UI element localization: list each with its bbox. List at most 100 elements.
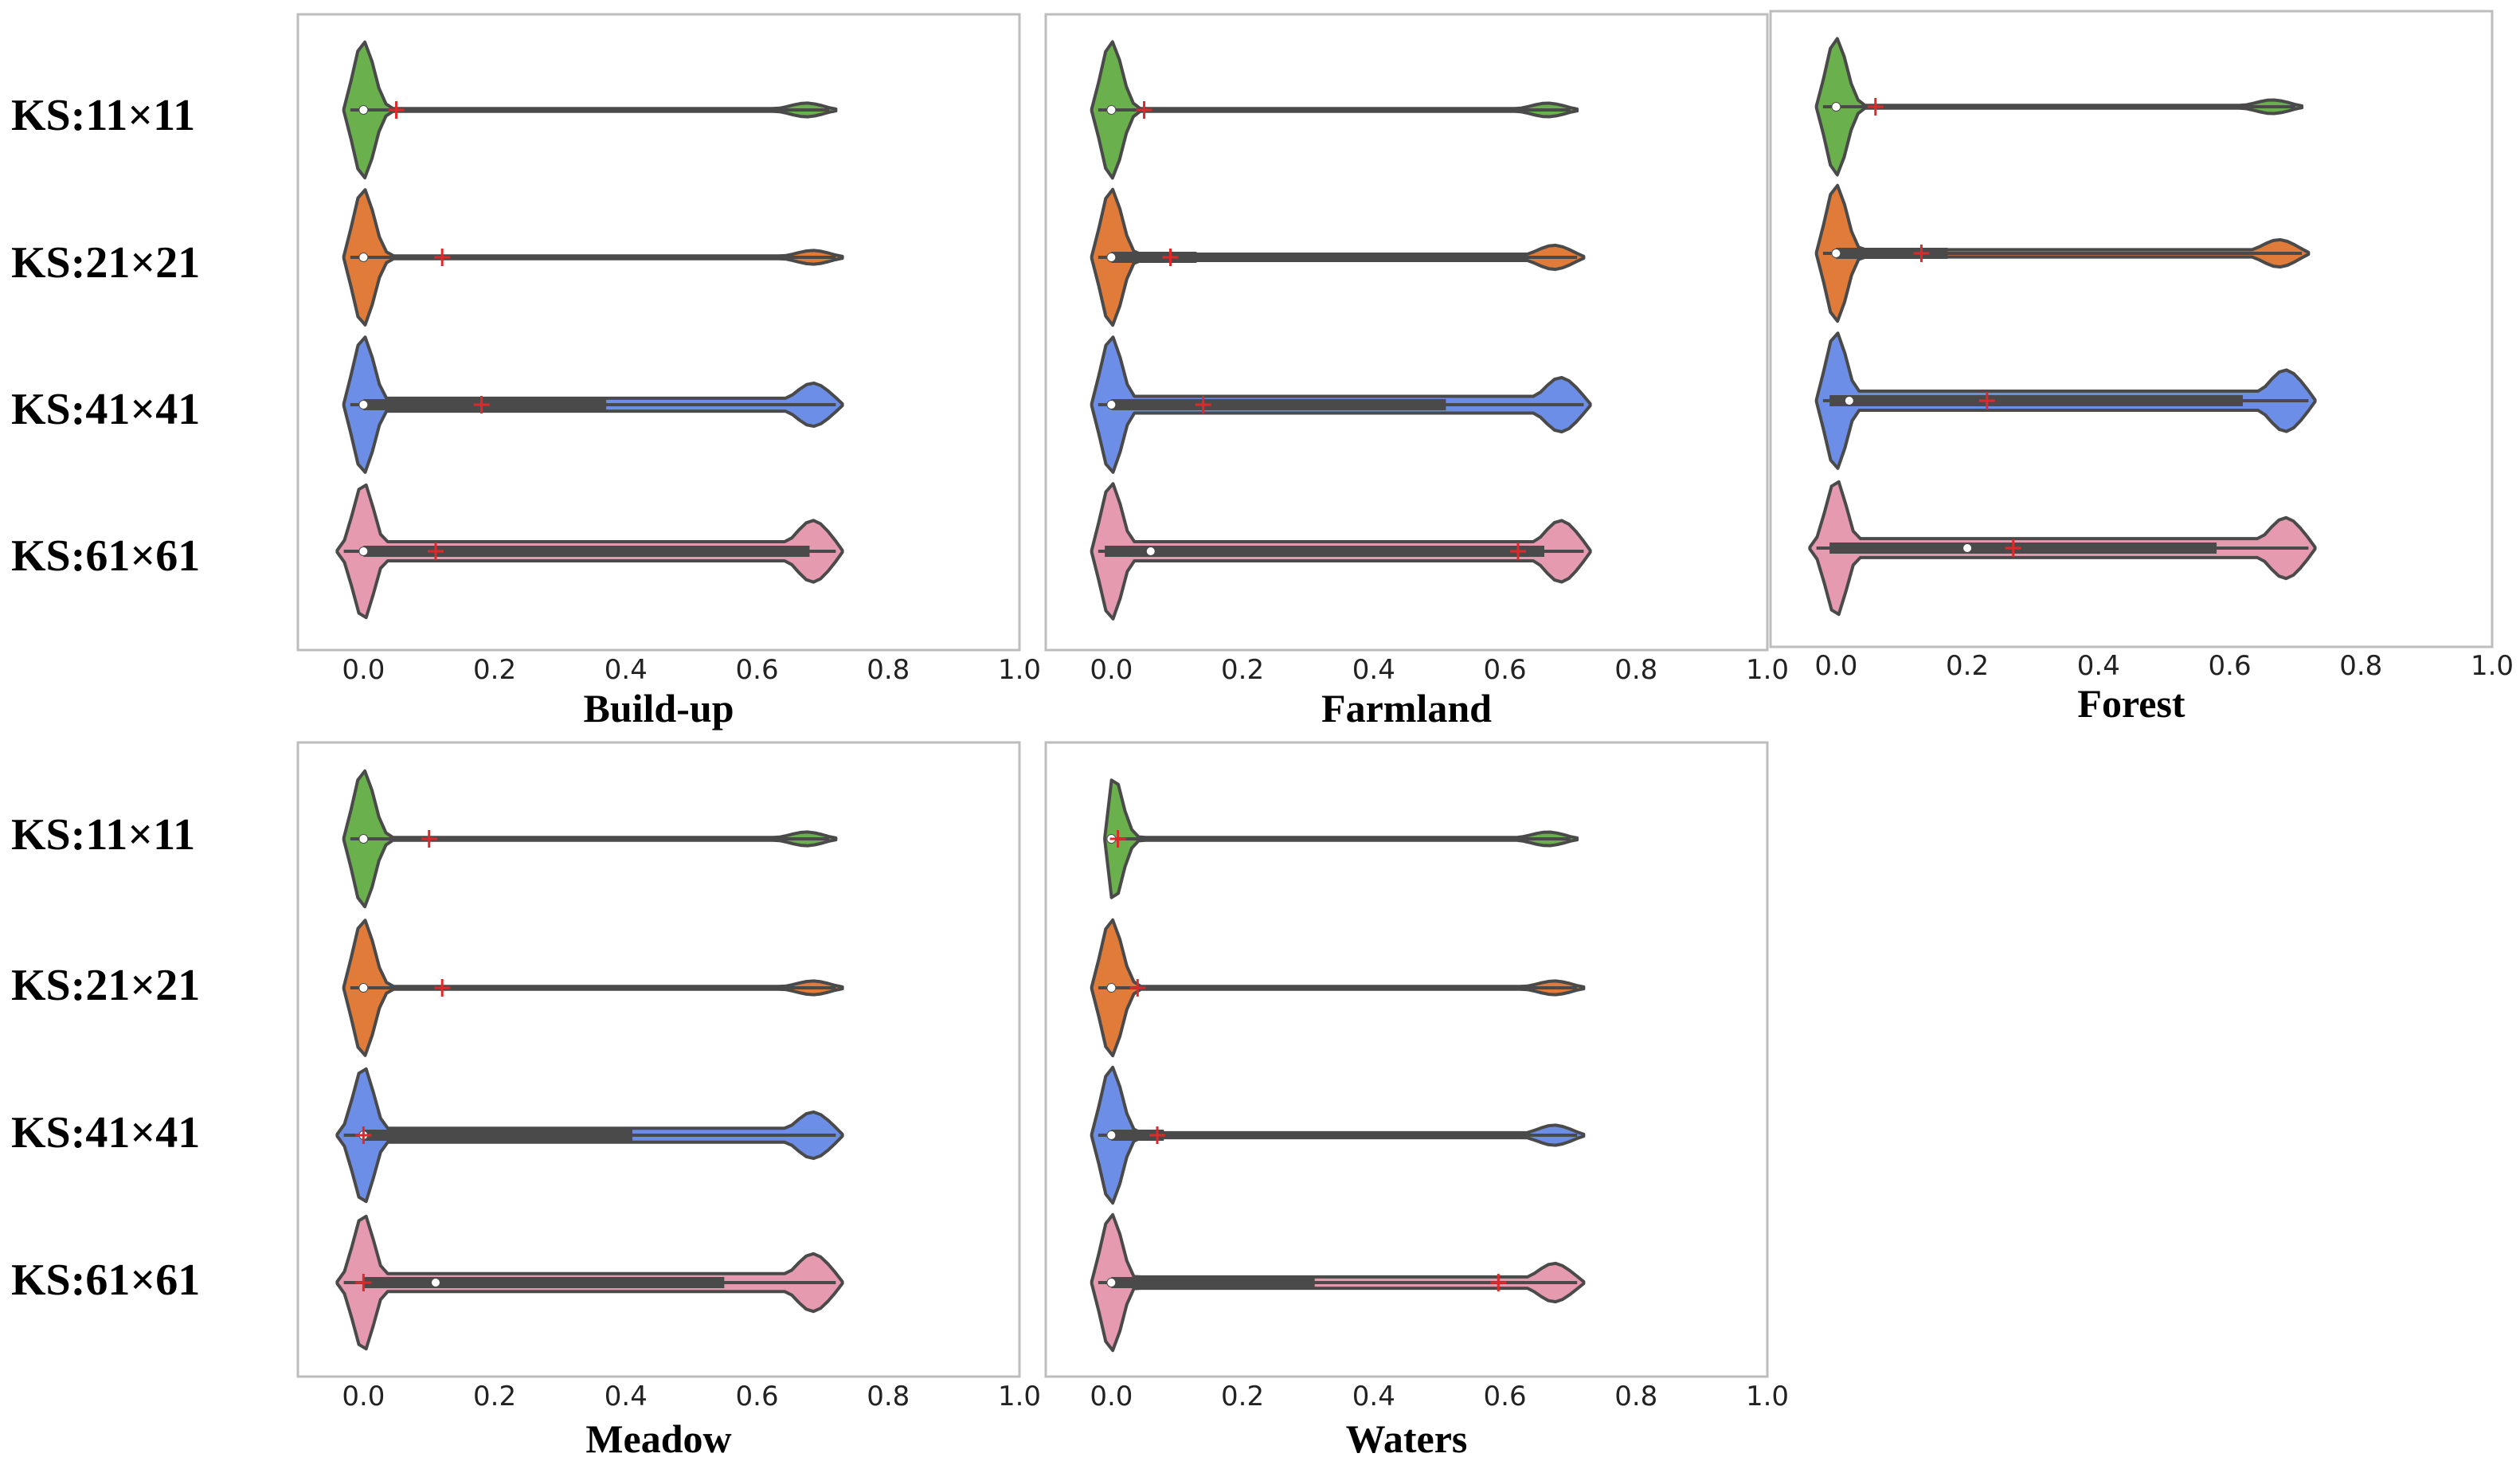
mean-marker: [427, 543, 444, 560]
x-tick-label: 0.4: [605, 1381, 648, 1412]
median-dot: [358, 983, 369, 993]
mean-marker: [1978, 392, 1995, 409]
x-tick-label: 0.6: [2209, 650, 2252, 682]
violin-farmland-ks-21-21: [1090, 187, 1586, 327]
x-tick-label: 0.0: [342, 1381, 385, 1412]
iqr-box: [1836, 248, 1948, 259]
x-tick-label: 0.2: [1221, 1381, 1264, 1412]
iqr-box: [363, 546, 810, 557]
iqr-box: [1111, 252, 1197, 263]
panel-title-meadow: Meadow: [585, 1416, 731, 1461]
median-dot: [1145, 546, 1156, 556]
x-tick-label: 0.2: [1946, 650, 1989, 682]
panels: 0.0 0.2 0.4 0.6 0.8 1.0 Build-up 0.0 0.2 0.4 0.6 0.…: [296, 10, 2514, 1461]
x-tick-label: 1.0: [2471, 650, 2514, 682]
violin-waters-ks-41-41: [1090, 1065, 1586, 1205]
violin-build-up-ks-61-61: [335, 483, 844, 620]
mean-marker: [1149, 1126, 1166, 1144]
violin-waters-ks-21-21: [1090, 918, 1586, 1058]
median-dot: [1831, 249, 1841, 258]
x-tick-label: 0.8: [867, 1381, 910, 1412]
x-tick-label: 0.4: [1352, 654, 1395, 686]
median-dot: [1106, 400, 1117, 409]
median-dot: [1106, 1278, 1117, 1287]
violin-forest-ks-41-41: [1814, 331, 2317, 470]
panel-title-farmland: Farmland: [1321, 686, 1492, 731]
panel-title-waters: Waters: [1346, 1416, 1468, 1461]
mean-marker: [1490, 1274, 1507, 1291]
panel-frame-meadow: [296, 741, 1021, 1378]
row-label-ks11-top: KS:11×11: [11, 91, 195, 140]
median-dot: [1106, 105, 1117, 115]
iqr-box: [1829, 543, 2217, 554]
violin-forest-ks-11-11: [1814, 37, 2304, 177]
violin-waters-ks-61-61: [1090, 1212, 1586, 1353]
violin-build-up-ks-41-41: [342, 335, 844, 474]
median-dot: [1106, 253, 1117, 262]
iqr-box: [1105, 546, 1544, 557]
median-dot: [358, 546, 369, 556]
x-tick-label: 0.2: [1221, 654, 1264, 686]
panel-title-build-up: Build-up: [583, 686, 734, 731]
mean-marker: [434, 979, 451, 997]
panel-farmland: 0.0 0.2 0.4 0.6 0.8 1.0 Farmland: [1044, 13, 1789, 731]
mean-marker: [434, 249, 451, 266]
x-tick-label: 0.4: [2077, 650, 2120, 682]
x-tick-label: 0.8: [867, 654, 910, 686]
x-tick-label: 1.0: [998, 654, 1041, 686]
iqr-box: [1111, 1130, 1164, 1141]
panel-build-up: 0.0 0.2 0.4 0.6 0.8 1.0 Build-up: [296, 13, 1041, 731]
x-tick-label: 0.0: [342, 654, 385, 686]
violin-meadow-ks-41-41: [335, 1067, 844, 1204]
mean-marker: [1510, 543, 1527, 560]
median-dot: [430, 1278, 440, 1287]
mean-marker: [388, 101, 405, 119]
row-label-ks41-top: KS:41×41: [11, 385, 200, 434]
violin-waters-ks-11-11: [1103, 778, 1579, 899]
x-tick-label: 0.0: [1090, 654, 1133, 686]
x-tick-label: 0.4: [605, 654, 648, 686]
violin-farmland-ks-11-11: [1090, 40, 1579, 180]
x-tick-label: 0.6: [1484, 1381, 1527, 1412]
median-dot: [1844, 396, 1854, 405]
x-tick-label: 1.0: [1746, 654, 1789, 686]
x-tick-label: 0.6: [736, 1381, 779, 1412]
x-tick-label: 0.0: [1090, 1381, 1133, 1412]
violin-meadow-ks-11-11: [342, 769, 838, 909]
iqr-box: [1111, 399, 1446, 410]
violin-build-up-ks-11-11: [342, 40, 838, 180]
mean-marker: [1129, 979, 1146, 997]
median-dot: [358, 105, 369, 115]
mean-marker: [1162, 249, 1179, 266]
median-dot: [1962, 543, 1973, 553]
x-tick-label: 0.0: [1814, 650, 1857, 682]
iqr-box: [363, 1130, 633, 1141]
row-label-ks61-bottom: KS:61×61: [11, 1256, 200, 1305]
violin-build-up-ks-21-21: [342, 188, 844, 327]
x-tick-label: 1.0: [1746, 1381, 1789, 1412]
x-tick-label: 0.6: [1484, 654, 1527, 686]
iqr-box: [363, 1277, 725, 1288]
median-dot: [358, 834, 369, 844]
x-tick-label: 0.4: [1352, 1381, 1395, 1412]
violin-meadow-ks-21-21: [342, 919, 844, 1057]
row-label-ks21-bottom: KS:21×21: [11, 961, 200, 1010]
x-tick-label: 0.2: [473, 1381, 516, 1412]
x-tick-label: 0.2: [473, 654, 516, 686]
panel-forest: 0.0 0.2 0.4 0.6 0.8 1.0 Forest: [1769, 10, 2514, 726]
panel-frame-waters: [1044, 741, 1769, 1378]
mean-marker: [1913, 245, 1930, 262]
mean-marker: [1136, 101, 1152, 119]
mean-marker: [421, 830, 437, 848]
row-labels: KS:11×11 KS:21×21 KS:41×41 KS:61×61 KS:1…: [11, 91, 200, 1305]
row-label-ks21-top: KS:21×21: [11, 238, 200, 288]
panel-meadow: 0.0 0.2 0.4 0.6 0.8 1.0 Meadow: [296, 741, 1041, 1461]
panel-title-forest: Forest: [2077, 681, 2185, 726]
mean-marker: [2005, 539, 2021, 557]
violin-forest-ks-61-61: [1808, 480, 2317, 617]
median-dot: [1106, 983, 1117, 993]
mean-marker: [1195, 396, 1211, 413]
mean-marker: [355, 1274, 372, 1291]
x-tick-label: 0.8: [1614, 1381, 1657, 1412]
